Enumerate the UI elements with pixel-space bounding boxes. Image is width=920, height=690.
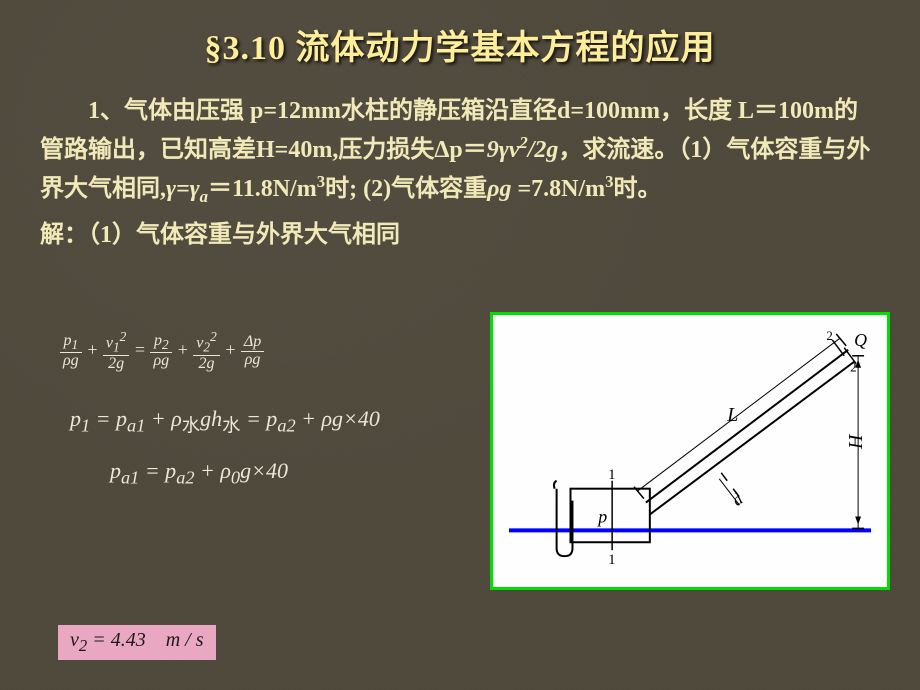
answer-value: v2 = 4.43 m / s	[70, 629, 204, 651]
pipe-diagram: L H Q p d 1 1 2 2	[509, 331, 871, 571]
problem-text: 1、气体由压强 p=12mm水柱的静压箱沿直径d=100mm，长度 L＝100m…	[40, 98, 870, 202]
pressure-equation-1: p1 = pa1 + ρ水gh水 = pa2 + ρg×40	[70, 406, 480, 437]
pipe-top	[646, 350, 848, 503]
label-L: L	[726, 404, 738, 426]
pipe-bottom	[650, 362, 854, 515]
label-1-top: 1	[608, 467, 615, 483]
diagram-container: L H Q p d 1 1 2 2	[490, 312, 890, 590]
label-Q: Q	[854, 331, 867, 350]
slide-content: §3.10 流体动力学基本方程的应用 1、气体由压强 p=12mm水柱的静压箱沿…	[0, 0, 920, 249]
equation-area: p1ρg + v122g = p2ρg + v222g + Δpρg p1 = …	[60, 310, 480, 508]
pressure-equation-2: pa1 = pa2 + ρ0g×40	[110, 458, 480, 488]
dim-L-line	[638, 338, 840, 491]
solution-label: 解：（1）气体容重与外界大气相同	[40, 214, 880, 249]
bernoulli-equation: p1ρg + v122g = p2ρg + v222g + Δpρg	[60, 330, 480, 372]
page-title: §3.10 流体动力学基本方程的应用	[40, 20, 880, 69]
label-2b: 2	[850, 361, 856, 375]
label-1-bot: 1	[608, 552, 615, 568]
answer-box: v2 = 4.43 m / s	[58, 625, 216, 660]
problem-statement: 1、气体由压强 p=12mm水柱的静压箱沿直径d=100mm，长度 L＝100m…	[40, 93, 880, 210]
label-p: p	[596, 506, 607, 526]
pressure-box	[570, 489, 649, 543]
label-2a: 2	[826, 331, 832, 343]
label-H: H	[845, 433, 867, 450]
label-d: d	[728, 489, 747, 510]
